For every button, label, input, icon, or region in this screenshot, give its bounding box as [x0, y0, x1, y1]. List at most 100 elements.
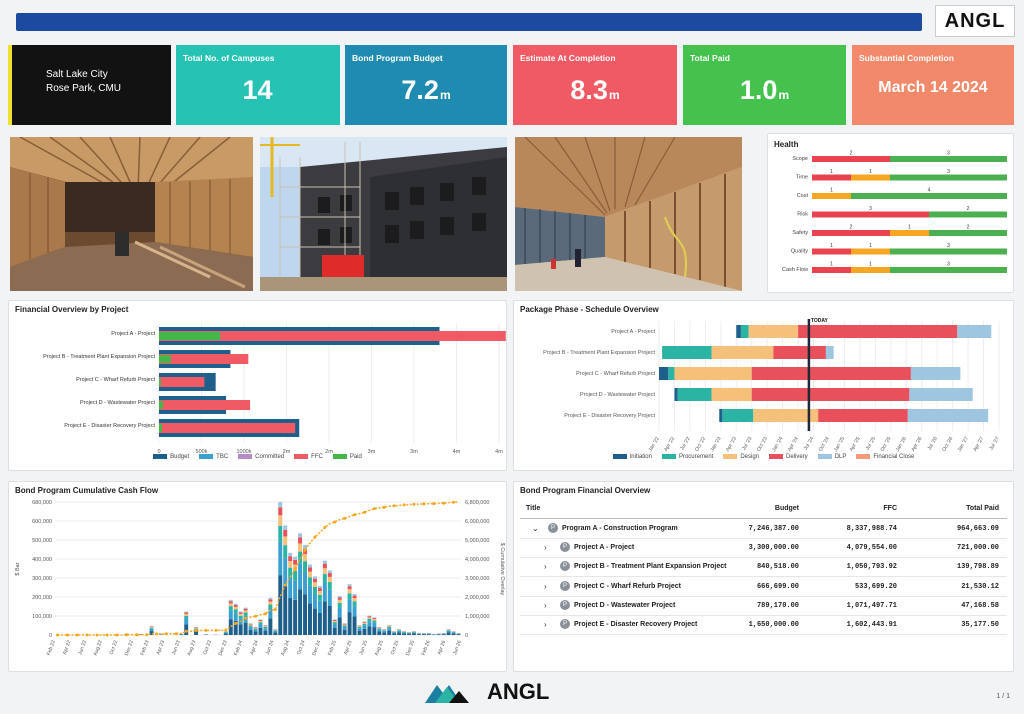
- cashflow-bar-segment: [238, 611, 243, 613]
- cashflow-bar-segment: [337, 617, 342, 635]
- cashflow-month-tick: Dec 22: [124, 639, 135, 656]
- row-title: Project E - Disaster Recovery Project: [574, 621, 698, 628]
- cashflow-bar-segment: [308, 564, 312, 568]
- legend-item[interactable]: Delivery: [769, 454, 808, 460]
- cashflow-bar-segment: [387, 628, 392, 631]
- financial-project-label: Project A - Project: [111, 331, 155, 337]
- cashflow-bar-segment: [184, 618, 189, 625]
- cashflow-bar-segment: [312, 593, 317, 609]
- cashflow-right-tick: 1,000,000: [465, 614, 489, 620]
- legend-item[interactable]: FFC: [294, 454, 323, 460]
- cashflow-bar-segment: [357, 626, 362, 627]
- legend-item[interactable]: Design: [723, 454, 759, 460]
- cumulative-point: [293, 567, 297, 571]
- expand-chevron-icon[interactable]: ›: [544, 600, 547, 610]
- col-paid[interactable]: Total Paid: [966, 505, 999, 512]
- cumulative-point: [402, 503, 406, 507]
- cumulative-point: [115, 633, 119, 637]
- table-row[interactable]: › P Project A - Project 3,300,000.00 4,079,5…: [520, 539, 1007, 559]
- cashflow-bar-segment: [233, 603, 238, 605]
- cashflow-bar-segment: [367, 626, 372, 635]
- schedule-project-label: Project C - Wharf Refurb Project: [576, 371, 655, 377]
- legend-item[interactable]: DLP: [817, 454, 846, 460]
- cashflow-bar-segment: [367, 617, 372, 619]
- expand-chevron-icon[interactable]: ›: [544, 543, 547, 553]
- cashflow-bar-segment: [258, 624, 263, 628]
- cumulative-point: [382, 505, 386, 509]
- cashflow-bar-segment: [352, 606, 357, 617]
- col-budget[interactable]: Budget: [774, 505, 799, 512]
- expand-chevron-icon[interactable]: ›: [544, 562, 547, 572]
- health-bar-segment: [890, 174, 1007, 181]
- cashflow-bar-segment: [337, 607, 342, 618]
- financial-tick: 3m: [410, 449, 418, 455]
- health-segment-count: 2: [967, 225, 970, 231]
- health-label: Time: [796, 175, 808, 181]
- cashflow-bar-segment: [248, 625, 253, 627]
- health-bar-segment: [890, 267, 1007, 273]
- table-row[interactable]: ⌄ P Program A - Construction Program 7,246,…: [520, 520, 1007, 539]
- cashflow-bar-segment: [253, 627, 258, 629]
- cashflow-bar-segment: [308, 567, 312, 572]
- cumulative-point: [254, 614, 258, 618]
- col-title[interactable]: Title: [526, 505, 541, 512]
- col-ffc[interactable]: FFC: [883, 505, 897, 512]
- cashflow-bar-segment: [352, 595, 357, 599]
- cumulative-point: [303, 548, 307, 552]
- legend-item[interactable]: Paid: [332, 454, 362, 460]
- financial-ffc-bar: [159, 423, 296, 433]
- cashflow-bar-segment: [288, 552, 293, 557]
- header-logo-box: ANGL: [935, 5, 1015, 37]
- cashflow-bar-segment: [392, 633, 397, 635]
- cumulative-point: [55, 633, 59, 637]
- cashflow-bar-segment: [327, 576, 332, 583]
- site-photo-2: [260, 137, 507, 291]
- cashflow-bar-segment: [228, 610, 233, 620]
- table-row[interactable]: › P Project B - Treatment Plant Expansion …: [520, 558, 1007, 578]
- cumulative-point: [432, 502, 436, 506]
- cashflow-month-tick: Jun 24: [265, 639, 276, 655]
- cashflow-bar-segment: [327, 582, 332, 590]
- cashflow-panel: Bond Program Cumulative Cash Flow 0 100,0…: [8, 481, 507, 672]
- cashflow-bar-segment: [278, 541, 283, 576]
- legend-item[interactable]: Financial Close: [856, 454, 914, 460]
- health-segment-count: 3: [869, 206, 872, 212]
- cashflow-bar-segment: [258, 627, 263, 635]
- cashflow-bar-segment: [258, 619, 263, 620]
- cashflow-bar-segment: [327, 605, 332, 635]
- health-bar-segment: [851, 248, 890, 255]
- expand-chevron-icon[interactable]: ⌄: [532, 524, 539, 533]
- legend-item[interactable]: TBC: [199, 454, 228, 460]
- legend-item[interactable]: Committed: [238, 454, 284, 460]
- cashflow-bar-segment: [372, 619, 377, 621]
- cashflow-bar-segment: [377, 629, 382, 632]
- cashflow-bar-segment: [372, 618, 377, 620]
- health-label: Safety: [792, 230, 808, 236]
- folder-icon: P: [560, 599, 570, 610]
- top-banner: [16, 13, 922, 31]
- cashflow-bar-segment: [347, 584, 352, 587]
- cashflow-month-tick: Apr 25: [343, 639, 354, 655]
- cashflow-month-tick: Aug 23: [186, 639, 197, 656]
- cumulative-point: [353, 513, 357, 517]
- legend-item[interactable]: Procurement: [661, 454, 713, 460]
- row-budget: 1,650,000.00: [748, 621, 799, 629]
- kpi-label: Substantial Completion: [859, 53, 954, 63]
- expand-chevron-icon[interactable]: ›: [544, 581, 547, 591]
- row-budget: 840,518.00: [756, 563, 799, 572]
- table-row[interactable]: › P Project C - Wharf Refurb Project 666,69…: [520, 578, 1007, 597]
- financial-project-label: Project B - Treatment Plant Expansion Pr…: [43, 354, 155, 360]
- cashflow-bar-segment: [263, 626, 268, 629]
- table-row[interactable]: › P Project D - Wastewater Project 789,170.…: [520, 597, 1007, 616]
- legend-item[interactable]: Initiation: [612, 454, 652, 460]
- cashflow-bar-segment: [377, 631, 382, 635]
- legend-item[interactable]: Budget: [153, 454, 189, 460]
- cashflow-bar-segment: [382, 632, 387, 635]
- expand-chevron-icon[interactable]: ›: [544, 620, 547, 629]
- folder-icon: P: [560, 542, 570, 553]
- cashflow-bar-segment: [456, 634, 461, 635]
- financial-tick: 4m: [453, 449, 461, 455]
- cashflow-bar-segment: [258, 622, 263, 625]
- health-segment-count: 3: [947, 262, 950, 268]
- table-row[interactable]: › P Project E - Disaster Recovery Project 1…: [520, 616, 1007, 635]
